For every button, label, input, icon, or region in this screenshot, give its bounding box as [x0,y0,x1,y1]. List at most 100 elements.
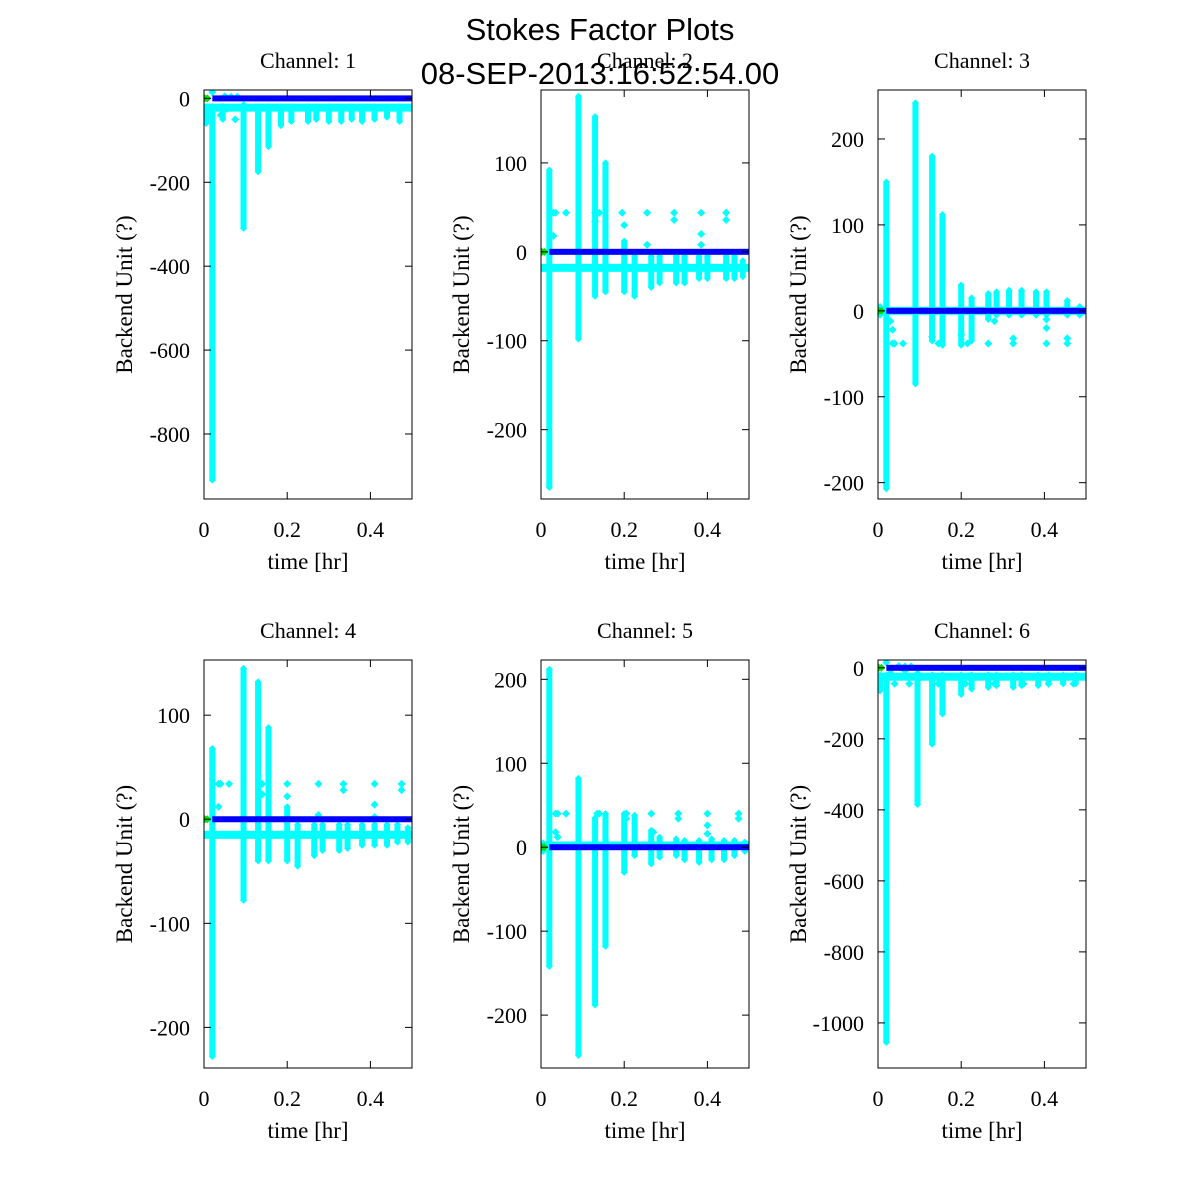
y-tick-label: 0 [516,835,527,860]
scatter-point [656,833,664,841]
scatter-spike [265,106,272,147]
scatter-point [708,835,716,843]
scatter-point [620,288,628,296]
scatter-point [283,779,292,788]
baseline-series [212,816,412,823]
x-tick-label: 0.4 [357,1086,385,1111]
scatter-point [204,120,210,128]
scatter-point [553,809,562,818]
scatter-point [1042,324,1051,333]
scatter-spike [288,106,295,122]
scatter-point [370,800,379,809]
scatter-spike [313,106,320,120]
scatter-point [383,113,391,121]
scatter-point [574,774,582,782]
scatter-point [957,690,965,698]
scatter-point [294,862,302,870]
scatter-point [934,339,943,348]
scatter-point [277,122,285,130]
scatter-spike [294,824,301,867]
y-tick-label: -600 [824,869,864,894]
scatter-spike [648,256,655,288]
scatter-point [1032,288,1040,296]
x-tick-label: 0.4 [694,1086,722,1111]
scatter-spike [359,106,366,122]
scatter-spike [656,256,663,283]
scatter-point [878,671,884,679]
x-axis-label: time [hr] [604,1118,685,1143]
scatter-spike [883,181,890,489]
scatter-point [383,820,391,828]
scatter-point [890,679,899,688]
scatter-point [240,224,248,232]
scatter-point [1042,339,1051,348]
y-tick-label: -800 [824,940,864,965]
scatter-spike [1006,290,1013,316]
scatter-point [896,672,905,681]
x-tick-label: 0.4 [357,517,385,542]
scatter-spike [1035,674,1042,686]
scatter-spike [240,668,247,901]
plot-area [541,92,749,491]
scatter-point [383,841,391,849]
scatter-spike [371,106,378,120]
scatter-point [647,860,655,868]
scatter-point [208,476,216,484]
x-tick-label: 0 [873,517,884,542]
scatter-spike [404,827,411,843]
scatter-spike [575,778,582,1056]
y-axis-label: Backend Unit (?) [449,215,474,373]
scatter-point [344,844,352,852]
scatter-point [890,339,899,348]
scatter-point [574,1051,582,1059]
scatter-spike [255,106,262,172]
scatter-point [561,809,570,818]
scatter-spike [384,824,391,846]
scatter-point [1005,286,1013,294]
scatter-spike [602,162,609,292]
scatter-spike [968,297,975,341]
scatter-spike [394,824,401,843]
subplot-title: Channel: 4 [260,618,356,643]
x-tick-label: 0.4 [1031,1086,1059,1111]
scatter-point [287,103,295,111]
scatter-point [393,838,401,846]
scatter-spike [1072,674,1079,684]
scatter-point [1009,334,1018,343]
scatter-point [957,281,965,289]
scatter-point [1019,679,1028,688]
scatter-spike [939,674,946,714]
scatter-point [993,288,1001,296]
y-tick-label: -200 [487,418,527,443]
scatter-point [545,166,553,174]
scatter-point [358,103,366,111]
scatter-point [204,103,210,111]
scatter-point [928,740,936,748]
scatter-point [254,103,262,111]
scatter-spike [968,674,975,690]
y-tick-label: -800 [150,422,190,447]
subplot-channel-1: 0 0.2 0.4 0 -200 -400 -600 -800 Channel: 1 time [… [112,48,413,574]
scatter-point [618,208,627,217]
scatter-point [928,671,936,679]
plot-area [541,665,749,1059]
y-tick-label: -200 [824,471,864,496]
scatter-point [741,838,749,846]
scatter-point [1034,682,1042,690]
scatter-point [968,294,976,302]
x-axis-label: time [hr] [941,1118,1022,1143]
y-tick-label: -200 [150,170,190,195]
scatter-point [310,852,318,860]
scatter-point [254,857,262,865]
scatter-point [928,152,936,160]
scatter-point [208,744,216,752]
scatter-spike [912,102,919,384]
y-tick-label: 0 [179,807,190,832]
scatter-point [1045,671,1053,679]
scatter-point [984,683,992,691]
scatter-spike [277,106,284,126]
scatter-band [541,263,749,272]
scatter-point [957,330,966,339]
scatter-point [672,835,680,843]
